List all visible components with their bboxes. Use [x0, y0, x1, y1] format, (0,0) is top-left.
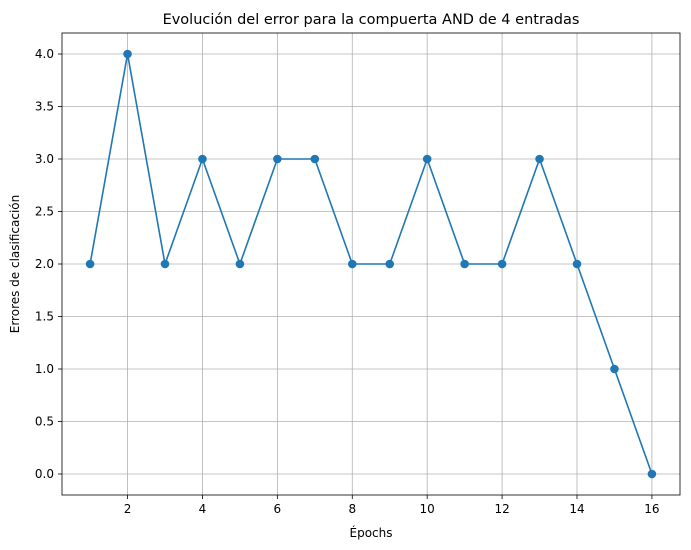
- x-tick-label: 10: [420, 502, 435, 516]
- data-point: [497, 259, 507, 269]
- x-tick-label: 4: [199, 502, 207, 516]
- series-layer: [85, 49, 657, 479]
- data-point: [273, 154, 282, 164]
- x-axis-label: Épochs: [350, 525, 393, 540]
- data-point: [647, 469, 657, 479]
- y-axis-label: Errores de clasificación: [8, 195, 22, 334]
- y-tick-label: 1.0: [35, 362, 54, 376]
- data-point: [310, 154, 320, 164]
- x-tick-label: 14: [569, 502, 584, 516]
- x-tick-label: 16: [644, 502, 659, 516]
- x-tick-label: 2: [124, 502, 132, 516]
- y-tick-label: 3.5: [35, 100, 54, 114]
- data-point: [385, 259, 395, 269]
- data-point: [535, 154, 544, 164]
- y-tick-label: 3.0: [35, 152, 54, 166]
- y-tick-label: 2.5: [35, 205, 54, 219]
- x-tick-label: 12: [494, 502, 509, 516]
- y-tick-label: 0.5: [35, 415, 54, 429]
- y-tick-label: 1.5: [35, 310, 54, 324]
- data-point: [610, 364, 619, 374]
- data-point: [123, 49, 132, 59]
- series-line: [89, 53, 653, 475]
- y-tick-label: 4.0: [35, 47, 54, 61]
- data-point: [160, 259, 170, 269]
- data-point: [460, 259, 469, 269]
- data-point: [347, 259, 357, 269]
- y-tick-label: 0.0: [35, 467, 54, 481]
- x-tick-label: 8: [348, 502, 356, 516]
- data-point: [85, 259, 95, 269]
- y-tick-label: 2.0: [35, 257, 54, 271]
- data-point: [572, 259, 582, 269]
- data-point: [422, 154, 432, 164]
- chart-title: Evolución del error para la compuerta AN…: [163, 12, 580, 28]
- data-point: [198, 154, 207, 164]
- x-tick-label: 6: [274, 502, 282, 516]
- data-point: [235, 259, 245, 269]
- tick-layer: 2 4 6 8 10 12 14 16 0.0 0.5 1.0 1.5 2.0 2.5 3.0 3.5 4.0: [35, 47, 660, 516]
